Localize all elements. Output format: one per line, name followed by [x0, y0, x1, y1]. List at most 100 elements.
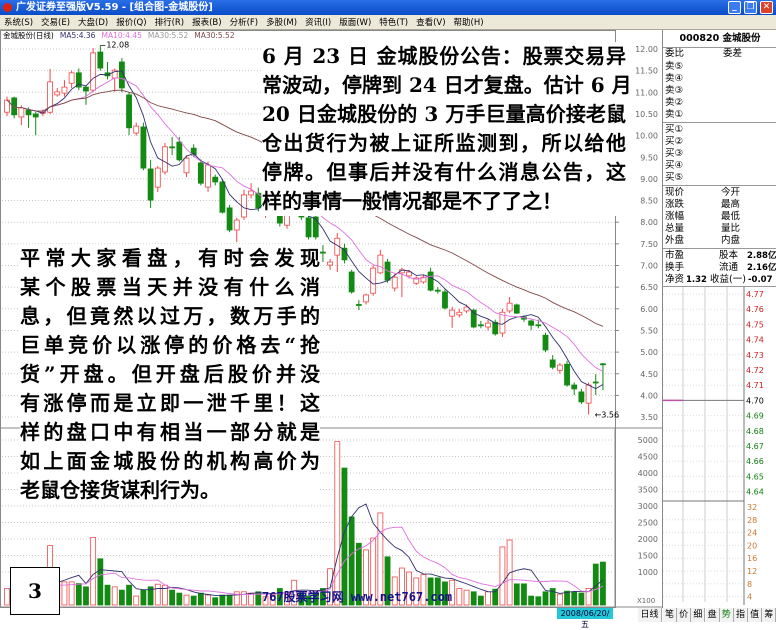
- fundamental-value: 1.32: [686, 275, 707, 285]
- buy-level-2: 买②: [665, 136, 684, 147]
- candlestick: [585, 382, 592, 415]
- menu-item[interactable]: 帮助(H): [453, 18, 484, 28]
- volume-tick-label: 2000: [638, 535, 658, 544]
- candlestick: [348, 269, 355, 294]
- volume-bar: [442, 581, 448, 606]
- annotation-line: 20 日金城股份的 3 万手巨量高价接老鼠: [262, 102, 626, 126]
- volume-bar: [298, 592, 305, 606]
- volume-bar: [190, 595, 197, 606]
- price-tick-label: 8.50: [640, 197, 658, 206]
- annotation-line: 样的事情一般情况都是不了了之！: [262, 189, 562, 213]
- mini-price-tick: 4.66: [746, 457, 764, 466]
- tab-4[interactable]: 势: [719, 608, 734, 622]
- volume-bar: [391, 576, 398, 606]
- daily-button[interactable]: 日线: [638, 608, 662, 622]
- menu-item[interactable]: 报表(B): [192, 18, 222, 28]
- annotation-top: 6 月 23 日 金城股份公告：股票交易异 常波动，停牌到 24 日才复盘。估计 …: [262, 42, 632, 216]
- annotation-line: 有涨停而是立即一泄千里！这: [20, 391, 320, 415]
- minimize-button[interactable]: _: [728, 1, 741, 14]
- price-tick-label: 11.50: [635, 67, 658, 76]
- buy-level-4: 买④: [665, 160, 684, 171]
- tab-3[interactable]: 盘: [705, 608, 720, 622]
- candlestick: [248, 183, 255, 199]
- volume-bar: [578, 592, 585, 606]
- volume-bar: [183, 594, 190, 606]
- tab-6[interactable]: 值: [748, 608, 763, 622]
- tab-7[interactable]: 筹: [762, 608, 776, 622]
- volume-bar: [205, 594, 211, 606]
- price-tick-label: 5.00: [640, 348, 658, 357]
- volume-bar: [592, 563, 599, 606]
- volume-bar: [233, 591, 240, 606]
- volume-bar: [212, 597, 219, 606]
- volume-bar: [413, 577, 420, 606]
- menu-item[interactable]: 版面(W): [339, 18, 372, 28]
- annotation-line: 平常大家看盘，有时会发现: [20, 246, 320, 270]
- menu-item[interactable]: 交易(E): [41, 18, 71, 28]
- intraday-mini-chart[interactable]: 4.77 4.76 4.75 4.74 4.73 4.72 4.71 4.70 4.69 4.68…: [663, 287, 776, 607]
- chart-header-name: 金城股份(日线): [3, 31, 54, 40]
- menu-item[interactable]: 资讯(I): [305, 18, 332, 28]
- mini-price-tick: 4.75: [746, 320, 764, 329]
- volume-bar: [485, 591, 491, 606]
- fundamental-value: 2.16亿: [747, 263, 776, 273]
- mini-price-tick: 4.68: [746, 427, 764, 436]
- watermark: 767股票学习网 www.net767.com: [262, 590, 453, 604]
- candlestick: [11, 96, 18, 119]
- menu-item[interactable]: 大盘(D): [78, 18, 109, 28]
- candlestick: [398, 267, 405, 298]
- volume-bar: [521, 583, 527, 606]
- candlestick: [492, 319, 499, 336]
- stat-label: 最低: [721, 211, 741, 222]
- mini-price-tick: 4.71: [746, 381, 764, 390]
- volume-bar: [118, 589, 125, 606]
- candlestick: [334, 233, 341, 272]
- menu-item[interactable]: 分析(F): [229, 18, 259, 28]
- volume-bar: [147, 586, 154, 606]
- chart-header-ma30b: MA30:5.52: [194, 31, 235, 40]
- menu-item[interactable]: 特色(T): [379, 18, 409, 28]
- buy-level-1: 买①: [665, 124, 684, 135]
- fundamental-label: 收益(一): [710, 274, 746, 285]
- volume-bar: [305, 595, 312, 606]
- tab-1[interactable]: 价: [677, 608, 692, 622]
- restore-button[interactable]: ❐: [744, 1, 757, 14]
- candlestick: [126, 92, 132, 136]
- tab-5[interactable]: 指: [734, 608, 748, 622]
- volume-bar: [542, 591, 549, 606]
- menu-item[interactable]: 排行(R): [154, 18, 185, 28]
- divider: [663, 47, 776, 48]
- candlestick: [413, 276, 420, 285]
- price-tick-label: 6.00: [640, 305, 658, 314]
- candlestick: [377, 249, 384, 275]
- volume-bar: [556, 593, 563, 606]
- volume-tick-label: 1500: [638, 552, 658, 561]
- candlestick: [449, 306, 456, 328]
- tab-0[interactable]: 笔: [663, 608, 677, 622]
- cursor-date: 2008/06/20/五: [557, 608, 613, 629]
- annotation-line: 老鼠仓接货谋利行为。: [20, 478, 220, 502]
- menu-item[interactable]: 查看(V): [416, 18, 446, 28]
- weibi-label: 委比: [665, 48, 685, 59]
- tab-2[interactable]: 细: [691, 608, 706, 622]
- volume-tick-label: 3000: [638, 502, 658, 511]
- volume-tick-label: 5000: [638, 436, 658, 445]
- chart-header: 金城股份(日线) MA5:4.36 MA10:4.45 MA30:5.52 MA…: [3, 31, 235, 41]
- volume-bar: [276, 588, 283, 606]
- divider: [663, 122, 776, 123]
- mini-price-tick: 4.74: [746, 336, 764, 345]
- candlestick: [542, 332, 549, 353]
- menu-item[interactable]: 报价(Q): [116, 18, 147, 28]
- mini-volume-tick: 32: [747, 503, 757, 512]
- menu-item[interactable]: 系统(S): [4, 18, 34, 28]
- volume-bar: [470, 591, 477, 606]
- menu-item[interactable]: 多股(M): [266, 18, 298, 28]
- candlestick: [255, 187, 262, 212]
- volume-bar: [241, 591, 247, 606]
- chart-header-ma30a: MA30:5.52: [147, 31, 189, 40]
- candlestick: [312, 213, 319, 240]
- close-button[interactable]: ✕: [760, 1, 773, 14]
- volume-bar: [104, 584, 111, 606]
- fundamental-value: 2.88亿: [747, 251, 776, 261]
- candlestick: [549, 355, 556, 370]
